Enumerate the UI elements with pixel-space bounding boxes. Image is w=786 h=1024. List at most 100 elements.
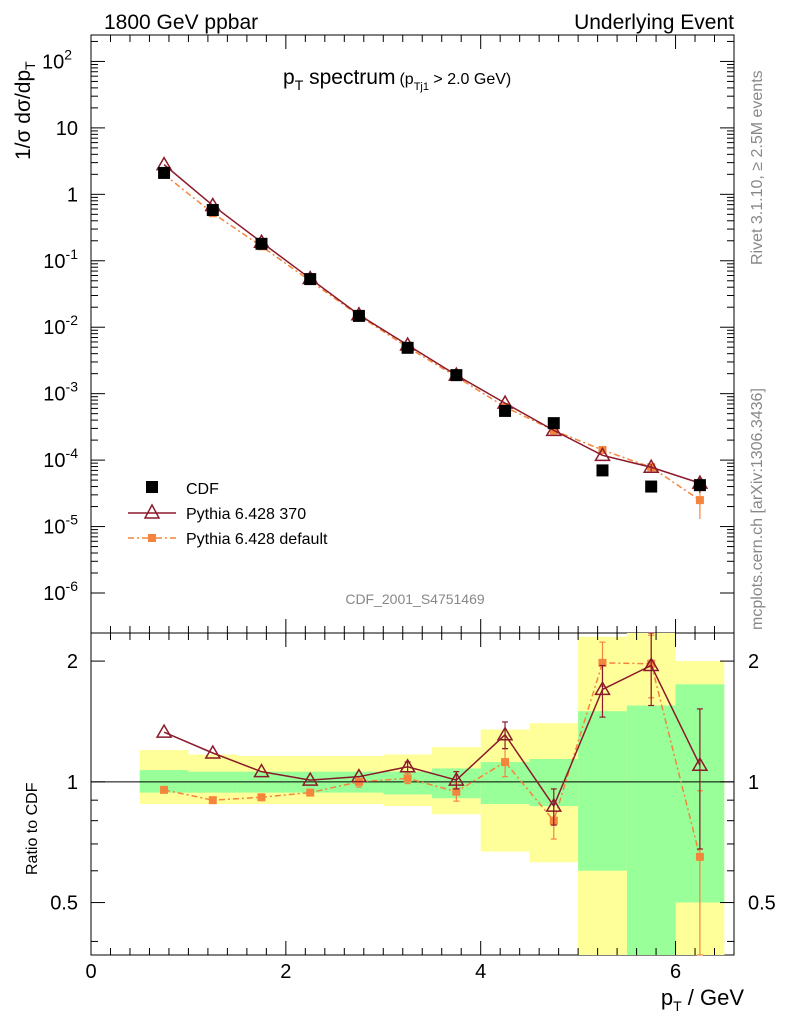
ratio-ytick-label-right-1: 1 <box>748 772 759 794</box>
ytick-label-2: 10-4 <box>43 445 78 472</box>
ratio-default-point <box>160 785 169 794</box>
top-series <box>155 156 709 519</box>
default-point <box>598 445 607 454</box>
cdf-point <box>499 404 512 417</box>
rivet-version: Rivet 3.1.10, ≥ 2.5M events <box>749 70 766 265</box>
ratio-ytick-label-0: 0.5 <box>50 893 78 915</box>
header-right: Underlying Event <box>574 11 734 34</box>
legend-default-label: Pythia 6.428 default <box>186 531 328 548</box>
ratio-default-line <box>163 662 701 858</box>
cdf-point <box>352 309 365 322</box>
ylabel-top: 1/σ dσ/dpT <box>12 61 38 160</box>
analysis-watermark: CDF_2001_S4751469 <box>345 591 485 607</box>
370-point <box>545 421 563 437</box>
title-cut: (p <box>399 71 413 88</box>
370-point <box>642 458 660 474</box>
band-inner-10 <box>626 705 676 955</box>
ratio-default-point <box>501 758 510 767</box>
legend-cdf-marker <box>146 481 158 493</box>
ytick-exp: -5 <box>66 512 79 528</box>
title-cut-rest: > 2.0 GeV) <box>429 71 511 88</box>
cdf-point <box>206 204 219 217</box>
ratio-370-point <box>204 744 222 759</box>
mcplots-credit: mcplots.cern.ch [arXiv:1306.3436] <box>749 388 766 630</box>
ratio-370-point <box>496 726 514 741</box>
ytick-base: 10 <box>43 251 65 273</box>
ytick-label-0: 10-6 <box>43 578 78 605</box>
ratio-370-point <box>350 768 368 783</box>
ratio-ytick-label-right-0: 0.5 <box>748 893 776 915</box>
ratio-default-point <box>208 796 217 805</box>
ratio-ytick-label-2: 2 <box>67 651 78 673</box>
ytick-exp: -4 <box>66 445 79 461</box>
cdf-point <box>158 166 171 179</box>
ytick-base: 10 <box>43 583 65 605</box>
ratio-370-point <box>155 723 173 738</box>
ytick-exp: -3 <box>66 379 79 395</box>
ytick-base: 10 <box>42 51 64 73</box>
ratio-default-point <box>306 788 315 797</box>
plot-title: pT spectrum (pTj1 > 2.0 GeV) <box>283 66 511 93</box>
ytick-label-6: 1 <box>67 184 78 206</box>
cdf-point <box>401 341 414 354</box>
cdf-point <box>547 417 560 430</box>
xlabel-sub: T <box>673 998 682 1014</box>
ratio-default-point <box>452 787 461 796</box>
ytick-label-4: 10-2 <box>43 312 78 339</box>
bottom-series <box>155 632 709 956</box>
370-point <box>594 446 611 462</box>
ratio-default-point <box>403 774 412 783</box>
ratio-bands <box>91 633 734 955</box>
ytick-label-7: 10 <box>56 118 78 140</box>
ytick-base: 10 <box>43 450 65 472</box>
ylabel-top-main: 1/σ dσ/dp <box>12 70 35 160</box>
cdf-point <box>596 464 609 477</box>
ratio-ytick-label-1: 1 <box>67 772 78 794</box>
ytick-exp: -6 <box>66 578 79 594</box>
band-inner-0 <box>139 770 189 793</box>
ratio-370-point <box>545 797 563 812</box>
header-left: 1800 GeV ppbar <box>104 11 258 34</box>
ylabel-bottom: Ratio to CDF <box>24 782 41 875</box>
cdf-point <box>450 369 463 382</box>
xtick-label-1: 2 <box>280 961 291 983</box>
xlabel-p: p <box>661 985 673 1010</box>
ytick-base: 10 <box>43 317 65 339</box>
ytick-label-5: 10-1 <box>43 246 78 273</box>
ratio-370-point <box>691 756 709 771</box>
ytick-label-3: 10-3 <box>43 379 78 406</box>
ratio-370-point <box>448 771 465 786</box>
ylabel-top-sub: T <box>22 61 38 70</box>
title-sub: T <box>295 77 304 93</box>
legend-370-marker <box>143 503 161 519</box>
ytick-base: 10 <box>43 517 65 539</box>
ratio-370-point <box>642 657 660 672</box>
title-cut-sub: Tj1 <box>414 81 429 93</box>
ratio-default-point <box>257 793 266 802</box>
ytick-label-8: 102 <box>42 46 72 73</box>
ytick-exp: -2 <box>66 312 79 328</box>
title-rest: spectrum <box>303 66 395 89</box>
ytick-exp: -1 <box>66 246 79 262</box>
ytick-label-1: 10-5 <box>43 512 78 539</box>
legend-370-label: Pythia 6.428 370 <box>186 506 306 523</box>
legend-default-marker <box>148 534 156 542</box>
ratio-ytick-label-right-2: 2 <box>748 651 759 673</box>
xtick-label-0: 0 <box>85 961 96 983</box>
ratio-default-point <box>598 658 607 667</box>
xtick-label-3: 6 <box>670 961 681 983</box>
legend: CDF Pythia 6.428 370 Pythia 6.428 defaul… <box>128 481 328 548</box>
cdf-point <box>645 480 658 493</box>
cdf-point <box>255 237 268 250</box>
legend-cdf-label: CDF <box>186 481 219 498</box>
xlabel-rest: / GeV <box>682 985 745 1010</box>
cdf-point <box>693 479 706 492</box>
ytick-exp: 2 <box>64 46 72 62</box>
xtick-label-2: 4 <box>475 961 486 983</box>
ratio-370-point <box>399 758 416 773</box>
default-point <box>695 496 704 505</box>
band-inner-9 <box>578 711 627 871</box>
title-p: p <box>283 66 295 89</box>
